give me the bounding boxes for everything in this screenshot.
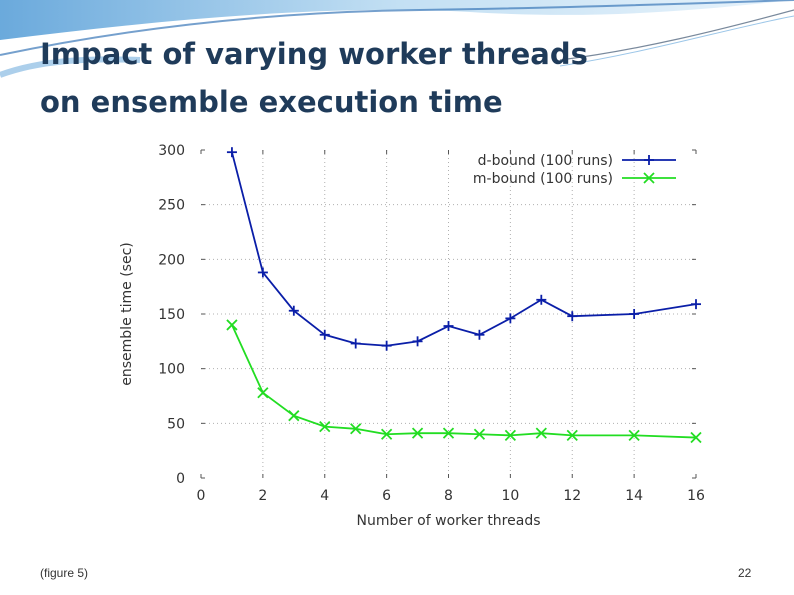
series-2-point	[257, 387, 269, 399]
chart-legend: d-bound (100 runs) m-bound (100 runs)	[473, 153, 676, 187]
x-tick-label: 0	[197, 488, 206, 504]
series-2-point	[288, 410, 300, 422]
series-1-point	[257, 267, 268, 278]
chart-series	[226, 147, 702, 444]
series-1-point	[288, 305, 299, 316]
chart-container: 0 50 100 150 200 250 300 0 2 4 6 8 10 12 14 16 Number of…	[88, 128, 720, 532]
series-1-point	[412, 336, 423, 347]
marker-stroke	[566, 429, 578, 441]
x-tick-label: 12	[563, 488, 581, 504]
x-tick-label: 6	[382, 488, 391, 504]
marker-stroke	[473, 428, 486, 440]
series-2-point	[566, 429, 578, 441]
x-tick-label: 4	[320, 488, 329, 504]
page-number: 22	[738, 566, 752, 580]
y-tick-label: 250	[158, 198, 185, 214]
series-1-point	[443, 321, 454, 332]
series-1-point	[536, 294, 547, 305]
series-2-point	[442, 427, 455, 439]
slide-title-line-2: on ensemble execution time	[40, 85, 503, 119]
series-line-2	[231, 324, 697, 439]
slide-title-line-1: Impact of varying worker threads	[40, 37, 588, 71]
legend-marker-1	[644, 155, 654, 165]
y-tick-label: 50	[167, 416, 185, 432]
y-tick-label: 100	[158, 362, 185, 378]
series-line-1	[231, 151, 697, 347]
marker-stroke	[442, 427, 455, 439]
marker-stroke	[643, 172, 655, 184]
series-1-point	[629, 309, 640, 319]
x-tick-label: 8	[444, 488, 453, 504]
series-2-point	[350, 423, 362, 435]
series-2-point	[690, 431, 702, 444]
x-tick-label: 2	[258, 488, 267, 504]
marker-stroke	[380, 428, 393, 440]
series-2-point	[628, 429, 640, 441]
series-2-point	[380, 428, 393, 440]
series-2-point	[535, 427, 547, 439]
x-tick-label: 10	[501, 488, 519, 504]
series-1-point	[350, 338, 361, 349]
marker-stroke	[319, 420, 331, 433]
y-axis-label: ensemble time (sec)	[119, 242, 135, 385]
x-tick-label: 14	[625, 488, 643, 504]
header-wave-decoration	[0, 0, 794, 78]
series-1-point	[474, 329, 485, 340]
marker-stroke	[504, 429, 517, 441]
marker-stroke	[226, 319, 238, 331]
marker-stroke	[257, 387, 269, 399]
series-2-point	[319, 420, 331, 433]
marker-stroke	[628, 429, 640, 441]
marker-stroke	[411, 427, 424, 439]
series-2-point	[504, 429, 517, 441]
chart-axes: 0 50 100 150 200 250 300 0 2 4 6 8 10 12 14 16 Number of…	[119, 143, 705, 529]
series-1-point	[381, 340, 392, 351]
legend-label: m-bound (100 runs)	[473, 171, 613, 187]
line-chart: 0 50 100 150 200 250 300 0 2 4 6 8 10 12 14 16 Number of…	[119, 143, 705, 529]
y-tick-label: 200	[158, 252, 185, 268]
series-1-point	[319, 329, 330, 340]
marker-stroke	[535, 427, 547, 439]
y-tick-label: 150	[158, 307, 185, 323]
slide-title: Impact of varying worker threads on ense…	[40, 30, 640, 126]
series-2-point	[473, 428, 486, 440]
legend-label: d-bound (100 runs)	[478, 153, 613, 169]
series-1-point	[567, 311, 578, 322]
y-tick-label: 300	[158, 143, 185, 159]
series-1-point	[505, 313, 516, 324]
x-tick-label: 16	[687, 488, 705, 504]
marker-stroke	[288, 410, 300, 422]
series-1-point	[691, 299, 701, 310]
legend-marker-2	[643, 172, 655, 184]
series-1-point	[226, 147, 237, 158]
marker-stroke	[350, 423, 362, 435]
x-axis-label: Number of worker threads	[356, 513, 540, 529]
marker-stroke	[690, 431, 702, 444]
y-tick-label: 0	[176, 471, 185, 487]
series-2-point	[226, 319, 238, 331]
series-2-point	[411, 427, 424, 439]
figure-caption: (figure 5)	[40, 566, 89, 580]
